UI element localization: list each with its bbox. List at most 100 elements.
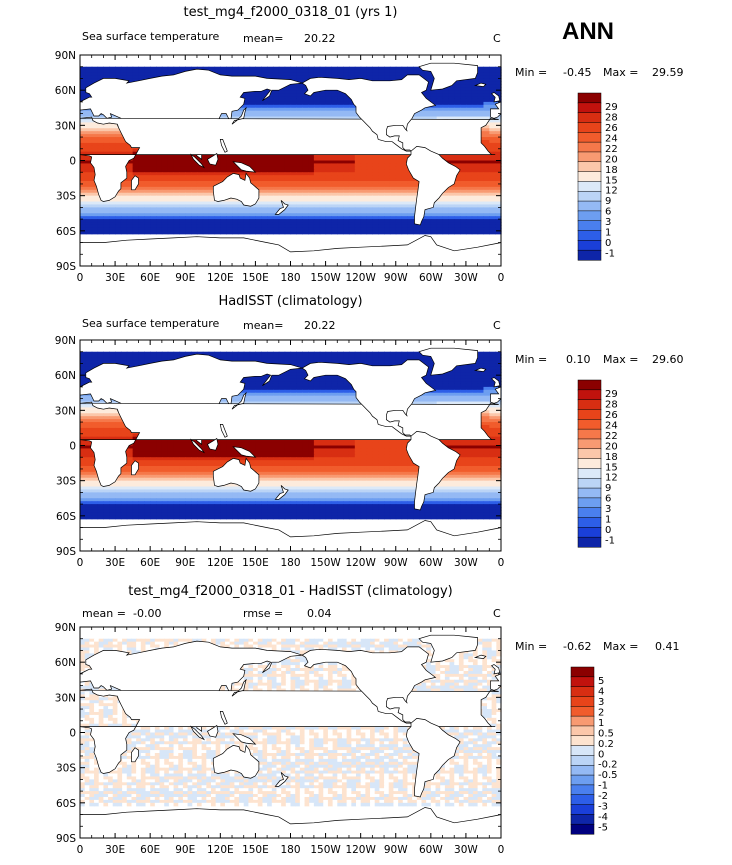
landmass-borneo bbox=[207, 437, 219, 451]
landmass-newguinea bbox=[232, 161, 257, 173]
colorbar-label: 0.5 bbox=[598, 728, 614, 739]
landmass-iceland bbox=[473, 654, 487, 659]
colorbar-swatch bbox=[570, 666, 595, 678]
landmass-australia bbox=[212, 457, 260, 492]
panel-2-unit: C bbox=[493, 319, 501, 332]
colorbar-swatch bbox=[577, 536, 602, 548]
colorbar-label: 24 bbox=[605, 420, 618, 431]
landmass-samerica bbox=[405, 718, 461, 798]
landmass-nz bbox=[274, 200, 289, 215]
lon-tick-label: 0 bbox=[77, 557, 84, 569]
lon-tick-label: 60W bbox=[419, 844, 443, 856]
colorbar-swatch bbox=[577, 458, 602, 469]
landmass-japan bbox=[231, 391, 247, 410]
lon-tick-label: 0 bbox=[498, 557, 505, 569]
lat-tick-label: 90S bbox=[56, 546, 76, 558]
colorbar-label: -0.2 bbox=[598, 760, 618, 771]
colorbar-swatch bbox=[577, 141, 602, 153]
lon-tick-label: 120E bbox=[207, 557, 234, 569]
colorbar-swatch bbox=[577, 468, 602, 479]
colorbar-swatch bbox=[570, 794, 595, 806]
panel-1-title: test_mg4_f2000_0318_01 (yrs 1) bbox=[183, 5, 398, 20]
landmass-iceland bbox=[473, 82, 487, 87]
panel-1-unit: C bbox=[493, 32, 501, 45]
lat-tick-label: 0 bbox=[69, 728, 76, 740]
lon-tick-label: 0 bbox=[498, 844, 505, 856]
colorbar-label: 6 bbox=[605, 494, 611, 505]
landmass-greenland bbox=[418, 62, 478, 91]
colorbar-swatch bbox=[570, 745, 595, 756]
colorbar-label: 20 bbox=[605, 441, 618, 452]
landmass-philippines bbox=[219, 711, 228, 725]
colorbar-label: 15 bbox=[605, 175, 618, 186]
colorbar-label: -4 bbox=[598, 812, 608, 823]
colorbar-swatch bbox=[570, 696, 595, 707]
panel-3-max-label: Max = bbox=[603, 640, 639, 653]
lon-tick-label: 120W bbox=[345, 557, 376, 569]
panel-2-title: HadISST (climatology) bbox=[218, 294, 363, 309]
landmass-uk bbox=[491, 92, 501, 103]
lon-tick-label: 0 bbox=[77, 844, 84, 856]
panel-2-max-label: Max = bbox=[603, 353, 639, 366]
colorbar-label: 1 bbox=[605, 228, 611, 239]
colorbar-swatch bbox=[577, 487, 602, 499]
panel-3-mean-label: mean = bbox=[82, 607, 126, 620]
colorbar-swatch bbox=[577, 220, 602, 232]
colorbar-label: 26 bbox=[605, 410, 618, 421]
colorbar-swatch bbox=[577, 122, 602, 133]
colorbar-swatch bbox=[577, 409, 602, 420]
panel-3-rmse-label: rmse = bbox=[243, 607, 284, 620]
lon-tick-label: 150W bbox=[310, 272, 341, 284]
colorbar-label: 1 bbox=[598, 718, 604, 729]
colorbar-swatch bbox=[577, 249, 602, 261]
panel-3-title: test_mg4_f2000_0318_01 - HadISST (climat… bbox=[128, 584, 453, 599]
lat-tick-label: 60S bbox=[56, 798, 76, 810]
colorbar-label: 0 bbox=[605, 238, 611, 249]
continents bbox=[79, 62, 502, 267]
panel-2-min-value: 0.10 bbox=[566, 353, 591, 366]
lon-tick-label: 90E bbox=[175, 557, 195, 569]
colorbar-swatch bbox=[577, 230, 602, 241]
landmass-nz bbox=[274, 772, 289, 787]
landmass-madagascar bbox=[131, 175, 139, 191]
colorbar-label: -3 bbox=[598, 802, 608, 813]
continents bbox=[79, 634, 502, 839]
colorbar-swatch bbox=[577, 181, 602, 192]
lat-tick-label: 30N bbox=[55, 120, 76, 132]
lon-tick-label: 180 bbox=[280, 557, 300, 569]
lon-tick-label: 150E bbox=[242, 557, 269, 569]
landmass-antarctica bbox=[79, 807, 502, 839]
panel-3-unit: C bbox=[493, 607, 501, 620]
continents bbox=[79, 347, 502, 552]
colorbar-swatch bbox=[577, 200, 602, 212]
lon-tick-label: 120E bbox=[207, 844, 234, 856]
colorbar-label: 26 bbox=[605, 123, 618, 134]
lon-tick-label: 30W bbox=[454, 844, 478, 856]
colorbar-label: 28 bbox=[605, 112, 618, 123]
colorbar-label: 18 bbox=[605, 452, 618, 463]
colorbar-label: 15 bbox=[605, 462, 618, 473]
lon-tick-label: 90W bbox=[384, 557, 408, 569]
landmass-antarctica bbox=[79, 520, 502, 552]
landmass-samerica bbox=[405, 431, 461, 511]
landmass-japan bbox=[231, 678, 247, 697]
colorbar-swatch bbox=[577, 171, 602, 182]
lat-tick-label: 90N bbox=[55, 335, 76, 347]
lon-tick-label: 90W bbox=[384, 272, 408, 284]
colorbar-swatch bbox=[570, 725, 595, 737]
panel-1-mean-label: mean= bbox=[243, 32, 284, 45]
lon-tick-label: 150W bbox=[310, 557, 341, 569]
lat-tick-label: 30S bbox=[56, 476, 76, 488]
panel-2-variable-label: Sea surface temperature bbox=[82, 317, 220, 330]
colorbar-swatch bbox=[570, 784, 595, 796]
lat-tick-label: 60S bbox=[56, 226, 76, 238]
colorbar-label: -1 bbox=[598, 781, 608, 792]
landmass-westEurope bbox=[490, 386, 502, 404]
colorbar-label: -2 bbox=[598, 791, 608, 802]
colorbar-label: 3 bbox=[605, 217, 611, 228]
landmass-namerica bbox=[301, 74, 437, 152]
colorbar-swatch bbox=[577, 92, 602, 104]
